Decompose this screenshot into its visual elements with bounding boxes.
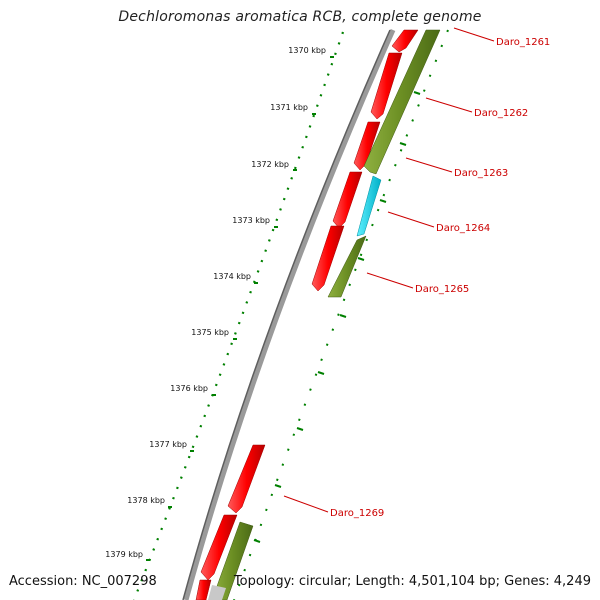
leader-daro-1261 [453, 27, 495, 42]
rev-tick [339, 314, 347, 318]
label-leaders [283, 27, 495, 513]
leader-daro-1265 [366, 272, 414, 289]
map-title: Dechloromonas aromatica RCB, complete ge… [118, 9, 482, 25]
genome-backbone [183, 28, 396, 600]
tick-label: 1373 kbp [232, 216, 270, 225]
leader-daro-1264 [387, 211, 435, 228]
tick-labels: 1370 kbp 1371 kbp 1372 kbp 1373 kbp 1374… [105, 46, 326, 559]
gene-daro-1263-arrow [353, 121, 381, 171]
tick-label: 1372 kbp [251, 160, 289, 169]
gene-arrow-lower-2 [195, 579, 212, 600]
scale-ticks [146, 56, 334, 561]
leader-daro-1269 [283, 495, 329, 513]
tick-label: 1370 kbp [288, 46, 326, 55]
rev-tick [379, 199, 387, 203]
gene-label-daro-1262[interactable]: Daro_1262 [474, 108, 528, 119]
gene-daro-1261-arrow [391, 29, 419, 53]
gene-daro-1264-highlight [356, 175, 382, 237]
rev-tick [253, 539, 261, 543]
tick-label: 1378 kbp [127, 496, 165, 505]
rev-tick [317, 371, 325, 375]
gene-label-daro-1265[interactable]: Daro_1265 [415, 284, 469, 295]
faded-gene [208, 585, 226, 600]
gene-labels: Daro_1261 Daro_1262 Daro_1263 Daro_1264 … [330, 37, 550, 519]
genome-backbone-shadow [182, 29, 391, 600]
gene-daro-1262-arrow [370, 52, 403, 120]
genome-summary-text: Topology: circular; Length: 4,501,104 bp… [233, 574, 591, 589]
leader-daro-1262 [425, 97, 473, 113]
gene-label-daro-1261[interactable]: Daro_1261 [496, 37, 550, 48]
gene-daro-1265-arrow [311, 225, 345, 292]
rev-tick [357, 257, 365, 261]
reverse-track-ticks [253, 91, 421, 543]
tick-label: 1379 kbp [105, 550, 143, 559]
leader-daro-1263 [405, 157, 453, 173]
reverse-gene-2 [327, 235, 367, 298]
reverse-gene-3 [211, 521, 254, 600]
rev-tick [296, 427, 304, 431]
gene-daro-1264-arrow [332, 171, 363, 229]
rev-tick [399, 142, 407, 146]
rev-tick [274, 484, 282, 488]
gene-daro-1269-arrow [227, 444, 266, 514]
tick-track [132, 31, 345, 600]
accession-text: Accession: NC_007298 [9, 574, 157, 589]
gene-label-daro-1263[interactable]: Daro_1263 [454, 168, 508, 179]
tick-label: 1376 kbp [170, 384, 208, 393]
gene-arrow-lower-1 [200, 514, 238, 581]
reverse-genes [211, 29, 441, 600]
tick-label: 1374 kbp [213, 272, 251, 281]
gene-label-daro-1264[interactable]: Daro_1264 [436, 223, 490, 234]
rev-tick [413, 91, 421, 95]
tick-label: 1375 kbp [191, 328, 229, 337]
forward-genes [195, 29, 419, 600]
reverse-gene-1 [363, 29, 441, 175]
gene-label-daro-1269[interactable]: Daro_1269 [330, 508, 384, 519]
tick-label: 1371 kbp [270, 103, 308, 112]
tick-label: 1377 kbp [149, 440, 187, 449]
